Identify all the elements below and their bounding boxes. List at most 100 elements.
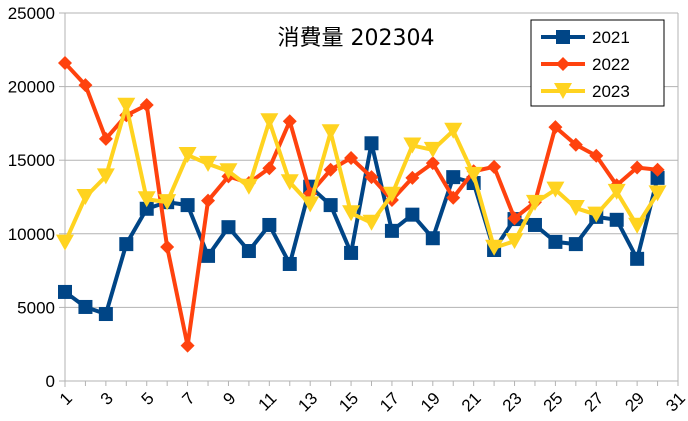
x-tick-label: 15 [335, 389, 362, 416]
data-point [384, 223, 399, 238]
y-tick-label: 10000 [8, 225, 55, 244]
data-point [364, 136, 379, 151]
data-point [160, 240, 175, 255]
data-point [548, 234, 563, 249]
y-tick-label: 0 [46, 372, 55, 391]
data-point [364, 170, 379, 185]
series-2021 [58, 136, 665, 322]
data-point [117, 97, 136, 114]
data-point [78, 78, 93, 93]
legend-label: 2021 [592, 28, 630, 47]
x-tick-label: 17 [376, 389, 403, 416]
legend-item: 2023 [541, 82, 630, 101]
x-tick-label: 25 [540, 389, 567, 416]
data-point [342, 205, 361, 222]
data-point [301, 196, 320, 213]
data-point [262, 161, 277, 176]
data-point [609, 212, 624, 227]
data-point [382, 186, 401, 203]
data-point [630, 160, 645, 175]
data-point [282, 114, 297, 129]
x-tick-label: 9 [219, 389, 239, 409]
data-point [119, 237, 134, 252]
data-point [56, 234, 74, 251]
x-tick-label: 7 [179, 389, 199, 409]
data-point [180, 338, 195, 353]
x-tick-label: 29 [621, 389, 648, 416]
y-tick-label: 20000 [8, 78, 55, 97]
data-point [323, 162, 338, 177]
data-point [241, 244, 256, 259]
data-point [180, 198, 195, 213]
data-point [628, 217, 647, 234]
x-tick-label: 13 [294, 389, 321, 416]
x-tick-label: 21 [458, 389, 485, 416]
data-point [464, 166, 483, 183]
data-point [648, 185, 667, 202]
data-point [282, 256, 297, 271]
data-point [201, 193, 216, 208]
data-point [137, 191, 156, 208]
data-point [76, 189, 95, 205]
data-point [260, 113, 279, 130]
series-2023 [56, 97, 667, 256]
legend-marker [554, 83, 572, 99]
x-tick-label: 11 [254, 389, 280, 415]
x-tick-label: 23 [499, 389, 526, 416]
data-point [199, 155, 218, 172]
data-point [219, 163, 238, 180]
data-point [507, 211, 522, 226]
data-point [423, 141, 442, 158]
y-tick-label: 5000 [17, 298, 55, 317]
data-point [527, 217, 542, 232]
data-point [98, 307, 113, 322]
data-point [58, 284, 72, 299]
data-point [650, 162, 665, 177]
data-point [505, 233, 524, 250]
legend-item: 2022 [541, 55, 630, 74]
data-point [546, 181, 565, 198]
x-tick-labels: 1 3 5 7 9 11 13 15 17 19 21 23 25 27 29 31 [56, 389, 688, 416]
data-point [525, 194, 544, 211]
data-point [321, 124, 340, 141]
data-point [587, 206, 606, 223]
axes [59, 12, 679, 387]
legend: 2021 2022 2023 [530, 19, 665, 107]
x-tick-label: 19 [417, 389, 444, 416]
data-point [139, 201, 154, 216]
legend-marker [556, 57, 570, 71]
legend-marker [556, 30, 570, 44]
series-line [63, 103, 660, 250]
data-point [425, 231, 440, 246]
data-point [221, 220, 236, 235]
data-point [589, 148, 604, 163]
data-point [98, 131, 113, 146]
data-point [178, 147, 197, 164]
data-point [323, 198, 338, 213]
legend-label: 2023 [592, 82, 630, 101]
y-tick-label: 25000 [8, 4, 55, 23]
legend-item: 2021 [541, 28, 630, 47]
data-point [403, 137, 422, 154]
data-point [607, 183, 626, 200]
data-point [630, 251, 645, 266]
data-point [96, 168, 115, 185]
data-point [405, 207, 420, 222]
data-point [566, 200, 585, 217]
y-tick-labels: 0 5000 10000 15000 20000 25000 [8, 4, 55, 391]
data-point [446, 170, 461, 185]
data-point [239, 178, 258, 195]
data-point [568, 137, 583, 152]
data-point [485, 239, 504, 256]
data-point [262, 217, 277, 232]
data-point [344, 150, 359, 165]
data-point [139, 98, 154, 112]
x-tick-label: 5 [138, 389, 158, 409]
data-point [425, 156, 440, 171]
data-point [280, 174, 299, 191]
data-point [158, 194, 177, 211]
x-tick-label: 31 [662, 389, 688, 416]
series-group [56, 56, 667, 353]
legend-label: 2022 [592, 55, 630, 74]
data-point [362, 214, 381, 231]
